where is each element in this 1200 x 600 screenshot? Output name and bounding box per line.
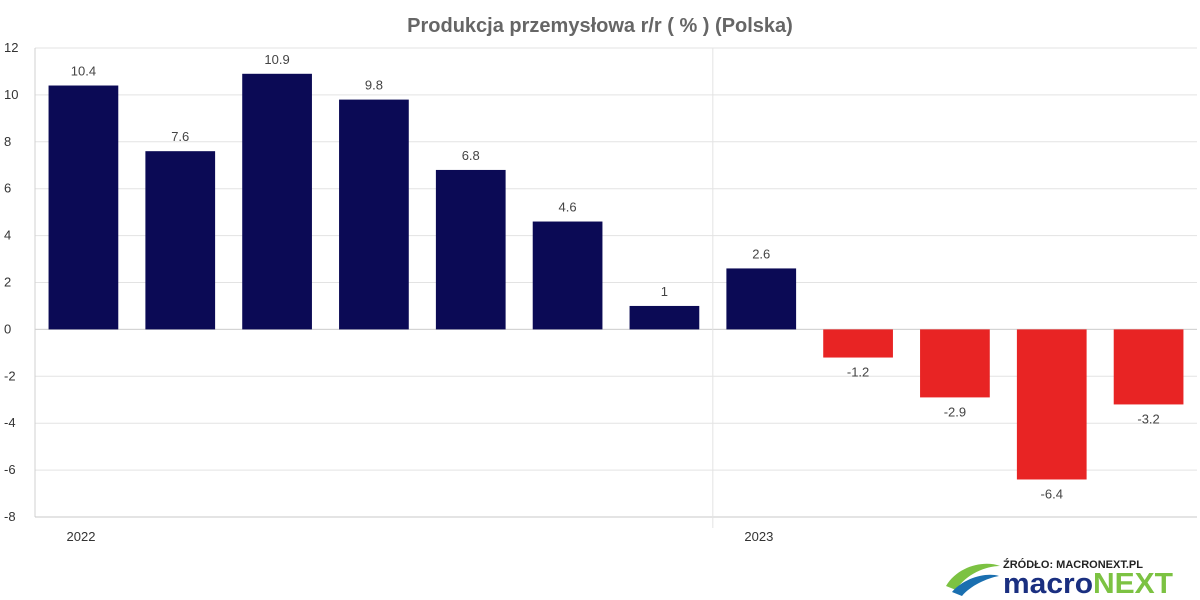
bar — [823, 329, 893, 358]
gridlines — [34, 47, 1197, 528]
x-tick-label: 2023 — [744, 529, 773, 544]
bar — [435, 169, 506, 330]
data-label: 10.4 — [71, 64, 96, 79]
data-label: 10.9 — [264, 52, 289, 67]
y-axis-ticks: 12 10 8 6 4 2 0 -2 -4 -6 -8 — [4, 40, 18, 524]
y-tick-label: 4 — [4, 228, 11, 243]
bar — [532, 221, 603, 330]
data-label: 7.6 — [171, 129, 189, 144]
macronext-logo: ŹRÓDŁO: MACRONEXT.PL macro NEXT — [946, 558, 1173, 600]
bar — [48, 85, 119, 330]
data-label: -6.4 — [1041, 486, 1063, 501]
data-label: 2.6 — [752, 246, 770, 261]
bar — [920, 329, 990, 398]
bar — [242, 73, 312, 330]
y-tick-label: 6 — [4, 181, 11, 196]
data-label: 6.8 — [462, 148, 480, 163]
y-tick-label: 0 — [4, 321, 11, 336]
y-tick-label: -4 — [4, 415, 16, 430]
bar — [339, 99, 409, 330]
y-tick-label: -6 — [4, 462, 16, 477]
data-label: -1.2 — [847, 365, 869, 380]
data-label: 1 — [661, 284, 668, 299]
x-tick-label: 2022 — [67, 529, 96, 544]
data-label: -2.9 — [944, 404, 966, 419]
chart-title: Produkcja przemysłowa r/r ( % ) (Polska) — [407, 15, 793, 37]
y-tick-label: 10 — [4, 87, 18, 102]
data-label: 4.6 — [559, 200, 577, 215]
brand-part1: macro — [1003, 568, 1093, 600]
swoosh-icon — [946, 563, 1000, 596]
y-tick-label: 2 — [4, 275, 11, 290]
x-axis-ticks: 2022 2023 — [67, 529, 774, 544]
data-label: -3.2 — [1137, 411, 1159, 426]
bar — [629, 305, 700, 330]
bar — [726, 268, 797, 330]
y-tick-label: -2 — [4, 368, 16, 383]
bars — [48, 73, 1184, 480]
data-labels: 10.4 7.6 10.9 9.8 6.8 4.6 1 2.6 -1.2 -2.9 -6.4 -3.2 — [71, 52, 1160, 502]
data-label: 9.8 — [365, 78, 383, 93]
y-tick-label: -8 — [4, 509, 16, 524]
source-label: ŹRÓDŁO: MACRONEXT.PL — [1003, 558, 1143, 571]
bar — [1113, 329, 1184, 405]
bar — [1016, 329, 1087, 480]
brand-wordmark: macro NEXT — [1003, 568, 1173, 600]
bar — [145, 151, 216, 330]
brand-part2: NEXT — [1093, 568, 1173, 600]
y-tick-label: 8 — [4, 134, 11, 149]
y-tick-label: 12 — [4, 40, 18, 55]
